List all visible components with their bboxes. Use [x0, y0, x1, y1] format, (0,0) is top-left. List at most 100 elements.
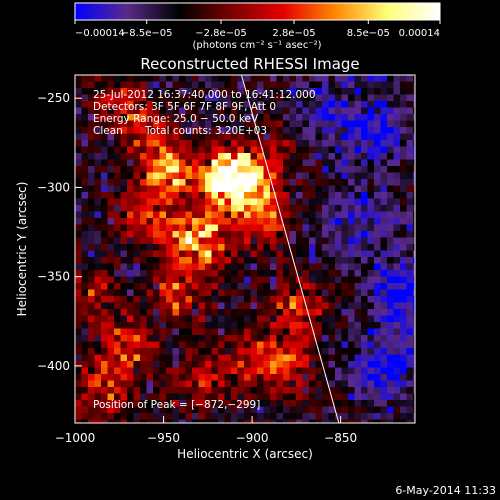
heatmap-cell [146, 237, 154, 245]
heatmap-cell [322, 185, 329, 193]
heatmap-cell [244, 257, 251, 264]
heatmap-cell [361, 309, 368, 316]
heatmap-cell [192, 270, 199, 277]
heatmap-cell [413, 224, 415, 232]
heatmap-cell [263, 172, 271, 180]
heatmap-cell [335, 75, 342, 82]
heatmap-cell [322, 315, 329, 323]
heatmap-cell [361, 361, 368, 368]
heatmap-cell [283, 179, 290, 186]
heatmap-cell [361, 341, 368, 349]
heatmap-cell [309, 94, 316, 102]
heatmap-cell [283, 153, 290, 160]
heatmap-cell [81, 406, 89, 414]
heatmap-cell [354, 224, 362, 232]
heatmap-cell [146, 283, 154, 290]
heatmap-cell [270, 211, 277, 219]
heatmap-cell [244, 114, 251, 121]
heatmap-cell [354, 302, 362, 310]
heatmap-cell [380, 192, 388, 199]
heatmap-cell [127, 114, 134, 121]
heatmap-cell [120, 153, 128, 160]
heatmap-cell [348, 335, 355, 342]
heatmap-cell [380, 81, 388, 89]
heatmap-cell [159, 400, 167, 407]
heatmap-cell [81, 263, 89, 271]
heatmap-cell [322, 166, 329, 173]
heatmap-cell [341, 250, 349, 258]
heatmap-cell [413, 302, 415, 310]
heatmap-cell [231, 107, 238, 115]
heatmap-cell [94, 114, 102, 121]
heatmap-cell [198, 263, 206, 271]
heatmap-cell [120, 387, 128, 394]
info-block: 25-Jul-2012 16:37:40.000 to 16:41:12.000… [93, 89, 316, 411]
heatmap-cell [393, 302, 401, 310]
heatmap-cell [133, 88, 141, 95]
heatmap-cell [133, 289, 141, 297]
heatmap-cell [380, 380, 388, 388]
heatmap-cell [218, 354, 225, 362]
heatmap-cell [179, 341, 186, 349]
heatmap-cell [393, 406, 401, 414]
heatmap-cell [172, 276, 180, 284]
heatmap-cell [250, 283, 258, 290]
heatmap-cell [263, 413, 271, 420]
heatmap-cell [387, 257, 394, 264]
heatmap-cell [406, 172, 414, 180]
heatmap-cell [75, 419, 82, 423]
heatmap-cell [367, 263, 375, 271]
heatmap-cell [75, 231, 82, 238]
heatmap-cell [192, 283, 199, 290]
heatmap-cell [400, 81, 407, 89]
heatmap-cell [237, 341, 245, 349]
heatmap-cell [302, 205, 310, 212]
heatmap-cell [406, 237, 414, 245]
heatmap-cell [198, 231, 206, 238]
heatmap-cell [88, 81, 95, 89]
heatmap-cell [406, 75, 414, 82]
heatmap-cell [322, 328, 329, 336]
heatmap-cell [361, 419, 368, 423]
heatmap-cell [276, 114, 284, 121]
heatmap-cell [185, 393, 193, 401]
heatmap-cell [276, 315, 284, 323]
heatmap-cell [114, 335, 121, 342]
heatmap-cell [276, 335, 284, 342]
heatmap-cell [185, 179, 193, 186]
heatmap-cell [276, 302, 284, 310]
heatmap-cell [341, 309, 349, 316]
heatmap-cell [172, 166, 180, 173]
heatmap-cell [179, 250, 186, 258]
heatmap-cell [406, 94, 414, 102]
heatmap-cell [361, 120, 368, 128]
heatmap-cell [205, 218, 212, 225]
heatmap-cell [153, 354, 160, 362]
heatmap-cell [94, 244, 102, 251]
heatmap-cell [153, 218, 160, 225]
heatmap-cell [367, 302, 375, 310]
heatmap-cell [231, 179, 238, 186]
heatmap-cell [315, 224, 323, 232]
heatmap-cell [250, 153, 258, 160]
heatmap-cell [361, 257, 368, 264]
heatmap-cell [107, 250, 115, 258]
heatmap-cell [94, 250, 102, 258]
heatmap-cell [172, 101, 180, 108]
heatmap-cell [192, 309, 199, 316]
heatmap-cell [296, 393, 303, 401]
heatmap-cell [374, 218, 381, 225]
heatmap-cell [263, 380, 271, 388]
heatmap-cell [367, 315, 375, 323]
heatmap-cell [322, 335, 329, 342]
heatmap-cell [380, 114, 388, 121]
heatmap-cell [380, 244, 388, 251]
heatmap-cell [380, 205, 388, 212]
heatmap-cell [133, 140, 141, 147]
heatmap-cell [198, 185, 206, 193]
heatmap-cell [361, 75, 368, 82]
heatmap-cell [211, 374, 219, 381]
heatmap-cell [120, 120, 128, 128]
heatmap-cell [120, 250, 128, 258]
heatmap-cell [341, 289, 349, 297]
